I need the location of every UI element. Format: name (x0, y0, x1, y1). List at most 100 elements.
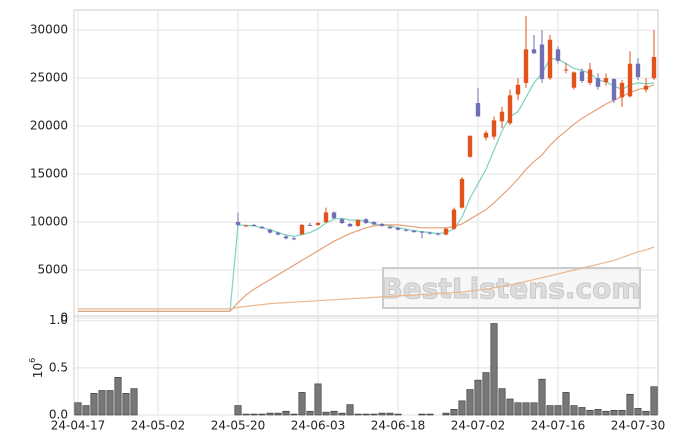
candle-body (627, 63, 633, 97)
candle-body (571, 72, 577, 88)
candle-body (331, 212, 337, 219)
candle-body (419, 231, 425, 233)
volume-bar (586, 409, 594, 416)
scale-exponent: 6 (28, 358, 37, 363)
volume-tick-label: 0.5 (49, 360, 68, 374)
volume-bar (578, 407, 586, 416)
volume-bar (314, 383, 322, 416)
x-tick-label: 24-07-02 (451, 419, 505, 433)
volume-bar (546, 405, 554, 416)
candle-body (483, 132, 489, 138)
volume-bar (642, 410, 650, 416)
candle-body (451, 209, 457, 229)
candle-body (619, 82, 625, 98)
grid (74, 10, 658, 416)
x-tick-label: 24-05-20 (211, 419, 265, 433)
candle-body (443, 228, 449, 235)
candle-body (283, 236, 289, 239)
candle-body (251, 224, 257, 226)
volume-bar (514, 402, 522, 416)
candle-body (355, 220, 361, 226)
candle-body (363, 219, 369, 224)
candle-body (515, 84, 521, 95)
y-tick-label: 15000 (30, 167, 68, 181)
x-tick-label: 24-05-02 (131, 419, 185, 433)
moving-average-line (78, 246, 655, 310)
volume-bar (330, 410, 338, 416)
x-tick-label: 24-06-03 (291, 419, 345, 433)
scale-base: 10 (31, 363, 45, 378)
volume-bar (74, 402, 82, 416)
candle-body (459, 178, 465, 208)
volume-bar (474, 379, 482, 416)
volume-bar (298, 392, 306, 416)
volume-bar (322, 411, 330, 416)
y-tick-label: 10000 (30, 215, 68, 229)
volume-bar (626, 393, 634, 416)
candle-body (371, 222, 377, 225)
candle-body (411, 230, 417, 233)
candle-body (475, 103, 481, 117)
volume-panel (73, 315, 659, 416)
candle-body (491, 120, 497, 137)
candle-body (435, 233, 441, 235)
volume-bar (130, 388, 138, 416)
volume-bar (290, 413, 298, 416)
volume-bar (378, 412, 386, 416)
candle-body (507, 95, 513, 124)
volume-bar (98, 390, 106, 416)
candle-body (651, 57, 657, 79)
candle-body (235, 222, 241, 225)
volume-bar (482, 372, 490, 416)
y-tick-label: 25000 (30, 71, 68, 85)
y-tick-label: 5000 (37, 263, 68, 277)
candle-body (275, 232, 281, 235)
candle-body (643, 85, 649, 90)
volume-bar (386, 412, 394, 416)
moving-average-line (78, 84, 655, 312)
volume-bar (442, 412, 450, 416)
volume-tick-label: 0.0 (49, 408, 68, 422)
volume-bar (114, 376, 122, 416)
volume-bar (362, 413, 370, 416)
volume-bar (258, 413, 266, 416)
candle-body (547, 39, 553, 79)
candle-body (555, 49, 561, 61)
volume-bar (594, 409, 602, 416)
volume-bar (418, 413, 426, 416)
volume-bar (242, 413, 250, 416)
volume-bar (490, 323, 498, 416)
volume-bar (426, 413, 434, 416)
x-tick-label: 24-07-16 (531, 419, 585, 433)
volume-bar (106, 390, 114, 416)
volume-bar (346, 404, 354, 416)
candle-body (243, 225, 249, 227)
volume-bar (466, 389, 474, 416)
candle-body (467, 135, 473, 157)
candle-body (563, 69, 569, 71)
volume-bar (554, 405, 562, 416)
volume-bar (234, 405, 242, 416)
watermark: BestListens.com (381, 272, 640, 305)
volume-bar (282, 410, 290, 416)
volume-bar (530, 402, 538, 416)
candle-body (579, 71, 585, 82)
candle-body (595, 78, 601, 87)
candle-body (307, 224, 313, 226)
y-tick-label: 30000 (30, 23, 68, 37)
volume-bar (450, 409, 458, 416)
candle-body (635, 63, 641, 78)
candle-body (379, 223, 385, 226)
candle-body (427, 232, 433, 234)
volume-bar (650, 386, 658, 416)
candle-body (259, 226, 265, 229)
candle-body (387, 226, 393, 229)
volume-bar (394, 413, 402, 416)
candle-body (587, 69, 593, 83)
candle-body (531, 49, 537, 54)
volume-bar (562, 392, 570, 416)
candle-body (499, 111, 505, 122)
volume-bar (498, 388, 506, 416)
watermark-box (382, 267, 641, 309)
